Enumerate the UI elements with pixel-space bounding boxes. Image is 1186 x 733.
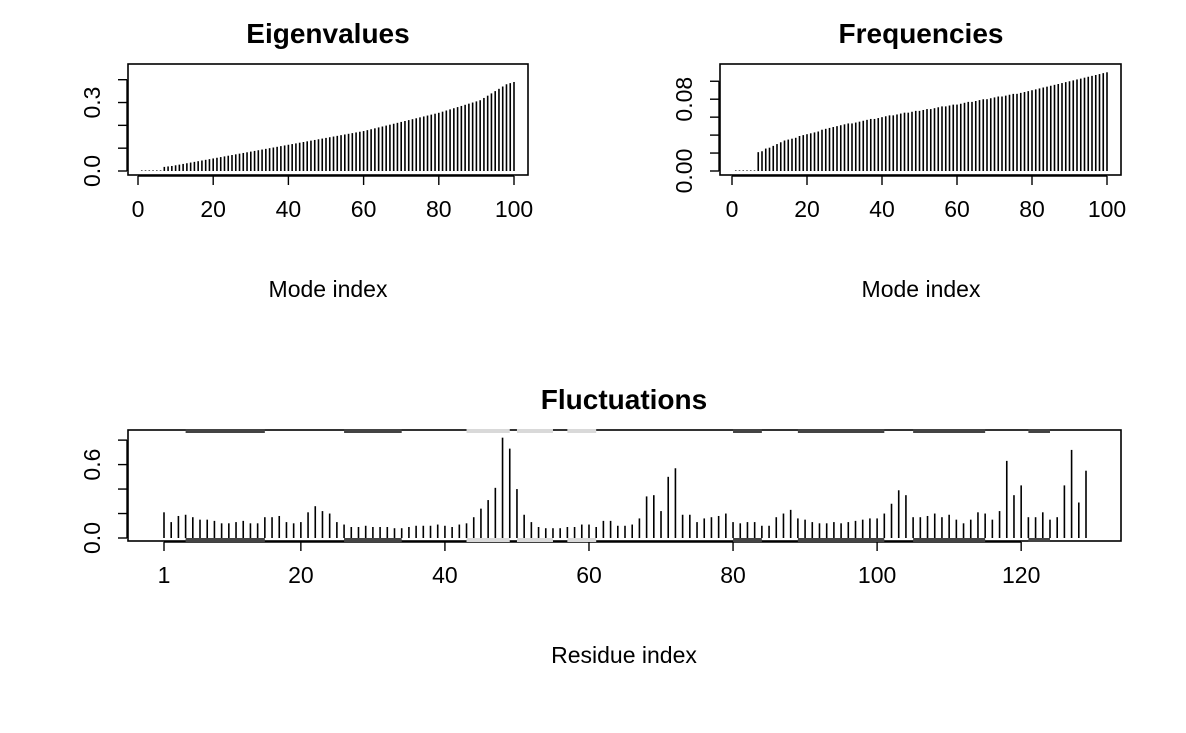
freq-x-tick-label: 80 <box>1019 196 1045 222</box>
freq-plot-frame <box>719 63 1122 176</box>
eigenvalues-panel: Eigenvalues Mode index 0 20 40 60 80 100 0.0 0.… <box>79 18 533 302</box>
fluct-x-tick-label: 100 <box>858 562 896 588</box>
fluct-x-tick-label: 60 <box>576 562 602 588</box>
eig-x-tick-label: 60 <box>351 196 377 222</box>
freq-y-tick-label: 0.08 <box>671 77 697 122</box>
eigenvalues-title: Eigenvalues <box>246 18 409 49</box>
freq-x-tick-label: 100 <box>1088 196 1126 222</box>
eig-y-tick-label: 0.0 <box>79 155 105 187</box>
frequencies-xlabel: Mode index <box>862 276 981 302</box>
fluctuations-panel: Fluctuations Residue index 1 20 40 60 80 100 1… <box>79 384 1122 668</box>
eig-plot-frame <box>127 63 529 176</box>
eigenvalues-xlabel: Mode index <box>269 276 388 302</box>
eig-x-tick-label: 20 <box>200 196 226 222</box>
eig-x-tick-label: 0 <box>132 196 145 222</box>
eig-x-tick-label: 100 <box>495 196 533 222</box>
fluct-x-tick-label: 20 <box>288 562 314 588</box>
fluct-x-tick-label: 80 <box>720 562 746 588</box>
fluct-y-tick-label: 0.6 <box>79 449 105 481</box>
frequencies-title: Frequencies <box>839 18 1004 49</box>
frequencies-panel: Frequencies Mode index 0 20 40 60 80 100 0.00 0… <box>671 18 1126 302</box>
fluct-y-tick-label: 0.0 <box>79 522 105 554</box>
fluctuations-title: Fluctuations <box>541 384 707 415</box>
freq-x-tick-label: 0 <box>726 196 739 222</box>
freq-y-tick-label: 0.00 <box>671 149 697 194</box>
fluct-plot-frame <box>127 429 1122 542</box>
fluct-x-tick-label: 40 <box>432 562 458 588</box>
fluctuations-xlabel: Residue index <box>551 642 697 668</box>
eig-x-tick-label: 80 <box>426 196 452 222</box>
fluct-x-tick-label: 1 <box>158 562 171 588</box>
freq-x-tick-label: 20 <box>794 196 820 222</box>
freq-x-tick-label: 40 <box>869 196 895 222</box>
eig-y-tick-label: 0.3 <box>79 87 105 119</box>
fluct-x-tick-label: 120 <box>1002 562 1040 588</box>
freq-x-tick-label: 60 <box>944 196 970 222</box>
eig-x-tick-label: 40 <box>276 196 302 222</box>
